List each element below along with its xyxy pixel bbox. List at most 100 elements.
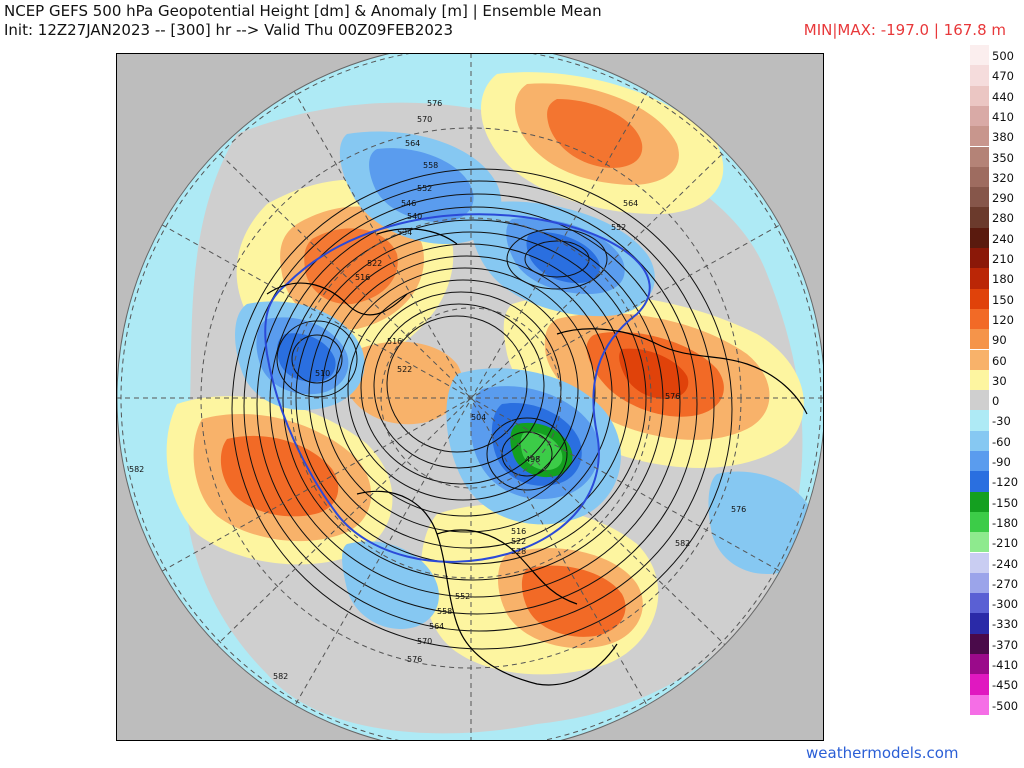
- legend-label: 0: [992, 394, 1000, 409]
- legend-swatch: [970, 532, 989, 553]
- contour-label: 504: [471, 413, 486, 422]
- legend-entry: -500: [970, 694, 1024, 715]
- legend-swatch: [970, 288, 989, 309]
- legend-entry: 320: [970, 166, 1024, 188]
- legend-label: -300: [992, 597, 1019, 612]
- legend-entry: 60: [970, 349, 1024, 370]
- legend-label: -240: [992, 556, 1019, 571]
- contour-label: 516: [355, 273, 370, 282]
- contour-label: 552: [455, 592, 470, 601]
- contour-label: 582: [129, 465, 144, 474]
- legend-entry: -90: [970, 451, 1024, 472]
- legend-entry: 350: [970, 146, 1024, 167]
- source-credit: weathermodels.com: [806, 744, 959, 762]
- legend-swatch: [970, 694, 989, 715]
- legend-swatch: [970, 329, 989, 350]
- legend-entry: -30: [970, 410, 1024, 431]
- legend-entry: -180: [970, 511, 1024, 533]
- legend-label: -90: [992, 455, 1011, 469]
- legend-label: 240: [992, 231, 1014, 246]
- contour-label: 576: [731, 505, 746, 514]
- legend-label: -120: [992, 475, 1019, 490]
- legend-swatch: [970, 491, 989, 512]
- legend-swatch: [970, 308, 989, 330]
- contour-label: 564: [405, 139, 420, 148]
- legend-swatch: [970, 85, 989, 106]
- legend-entry: 380: [970, 126, 1024, 147]
- legend-entry: 0: [970, 390, 1024, 411]
- legend-entry: -60: [970, 430, 1024, 451]
- legend-label: -330: [992, 617, 1019, 632]
- legend-entry: 180: [970, 268, 1024, 289]
- contour-label: 516: [387, 337, 402, 346]
- legend-label: 280: [992, 211, 1014, 226]
- legend-label: -370: [992, 637, 1019, 652]
- legend-entry: -120: [970, 471, 1024, 492]
- legend-swatch: [970, 674, 989, 695]
- contour-label: 570: [417, 637, 432, 646]
- contour-label: 534: [397, 228, 412, 237]
- contour-labels: 576 570 564 558 552 546 540 534 522 516 …: [129, 99, 746, 681]
- legend-entry: -370: [970, 633, 1024, 654]
- contour-label: 522: [367, 259, 382, 268]
- legend-swatch: [970, 369, 989, 391]
- legend-label: 60: [992, 353, 1007, 368]
- legend-swatch: [970, 613, 989, 634]
- legend-label: -150: [992, 495, 1019, 510]
- anomaly-color-legend: 500 470 440 410 380 350 320 290 280 240 210 180 150 1…: [970, 45, 1024, 721]
- contour-label: 510: [315, 369, 330, 378]
- contour-label: 540: [407, 212, 422, 221]
- legend-entry: -450: [970, 674, 1024, 695]
- legend-label: -30: [992, 414, 1011, 429]
- contour-label: 576: [665, 392, 680, 401]
- legend-entry: 120: [970, 308, 1024, 330]
- legend-swatch: [970, 45, 989, 66]
- legend-swatch: [970, 552, 989, 573]
- contour-label: 552: [611, 223, 626, 232]
- legend-swatch: [970, 126, 989, 147]
- contour-label: 582: [273, 672, 288, 681]
- legend-swatch: [970, 187, 989, 208]
- legend-label: -210: [992, 536, 1019, 551]
- legend-label: 320: [992, 170, 1014, 185]
- legend-swatch: [970, 207, 989, 228]
- contour-label: 522: [397, 365, 412, 374]
- legend-swatch: [970, 146, 989, 167]
- legend-entry: -410: [970, 654, 1024, 675]
- legend-entry: 240: [970, 227, 1024, 248]
- legend-entry: -240: [970, 552, 1024, 573]
- polar-stereographic-map: 576 570 564 558 552 546 540 534 522 516 …: [116, 53, 824, 741]
- legend-entry: 470: [970, 65, 1024, 86]
- legend-entry: 410: [970, 105, 1024, 127]
- legend-entry: 30: [970, 369, 1024, 391]
- legend-label: -270: [992, 576, 1019, 591]
- legend-entry: -330: [970, 613, 1024, 634]
- legend-label: -450: [992, 678, 1019, 693]
- legend-entry: -270: [970, 572, 1024, 594]
- legend-swatch: [970, 248, 989, 269]
- legend-label: 440: [992, 89, 1014, 104]
- contour-label: 516: [511, 527, 526, 536]
- legend-label: 150: [992, 292, 1014, 307]
- legend-label: 350: [992, 150, 1014, 165]
- legend-swatch: [970, 572, 989, 594]
- legend-swatch: [970, 593, 989, 614]
- legend-swatch: [970, 654, 989, 675]
- contour-label: 576: [407, 655, 422, 664]
- legend-label: 470: [992, 69, 1014, 84]
- legend-label: -410: [992, 658, 1019, 672]
- legend-swatch: [970, 430, 989, 451]
- legend-entry: 210: [970, 248, 1024, 269]
- legend-label: 210: [992, 252, 1014, 266]
- legend-swatch: [970, 227, 989, 248]
- contour-label: 564: [623, 199, 638, 208]
- legend-label: 380: [992, 130, 1014, 145]
- contour-label: 498: [525, 455, 540, 464]
- legend-label: 30: [992, 373, 1007, 388]
- legend-entry: -300: [970, 593, 1024, 614]
- legend-entry: -150: [970, 491, 1024, 512]
- contour-label: 576: [427, 99, 442, 108]
- chart-title: NCEP GEFS 500 hPa Geopotential Height [d…: [4, 2, 602, 20]
- legend-entry: 90: [970, 329, 1024, 350]
- legend-swatch: [970, 105, 989, 127]
